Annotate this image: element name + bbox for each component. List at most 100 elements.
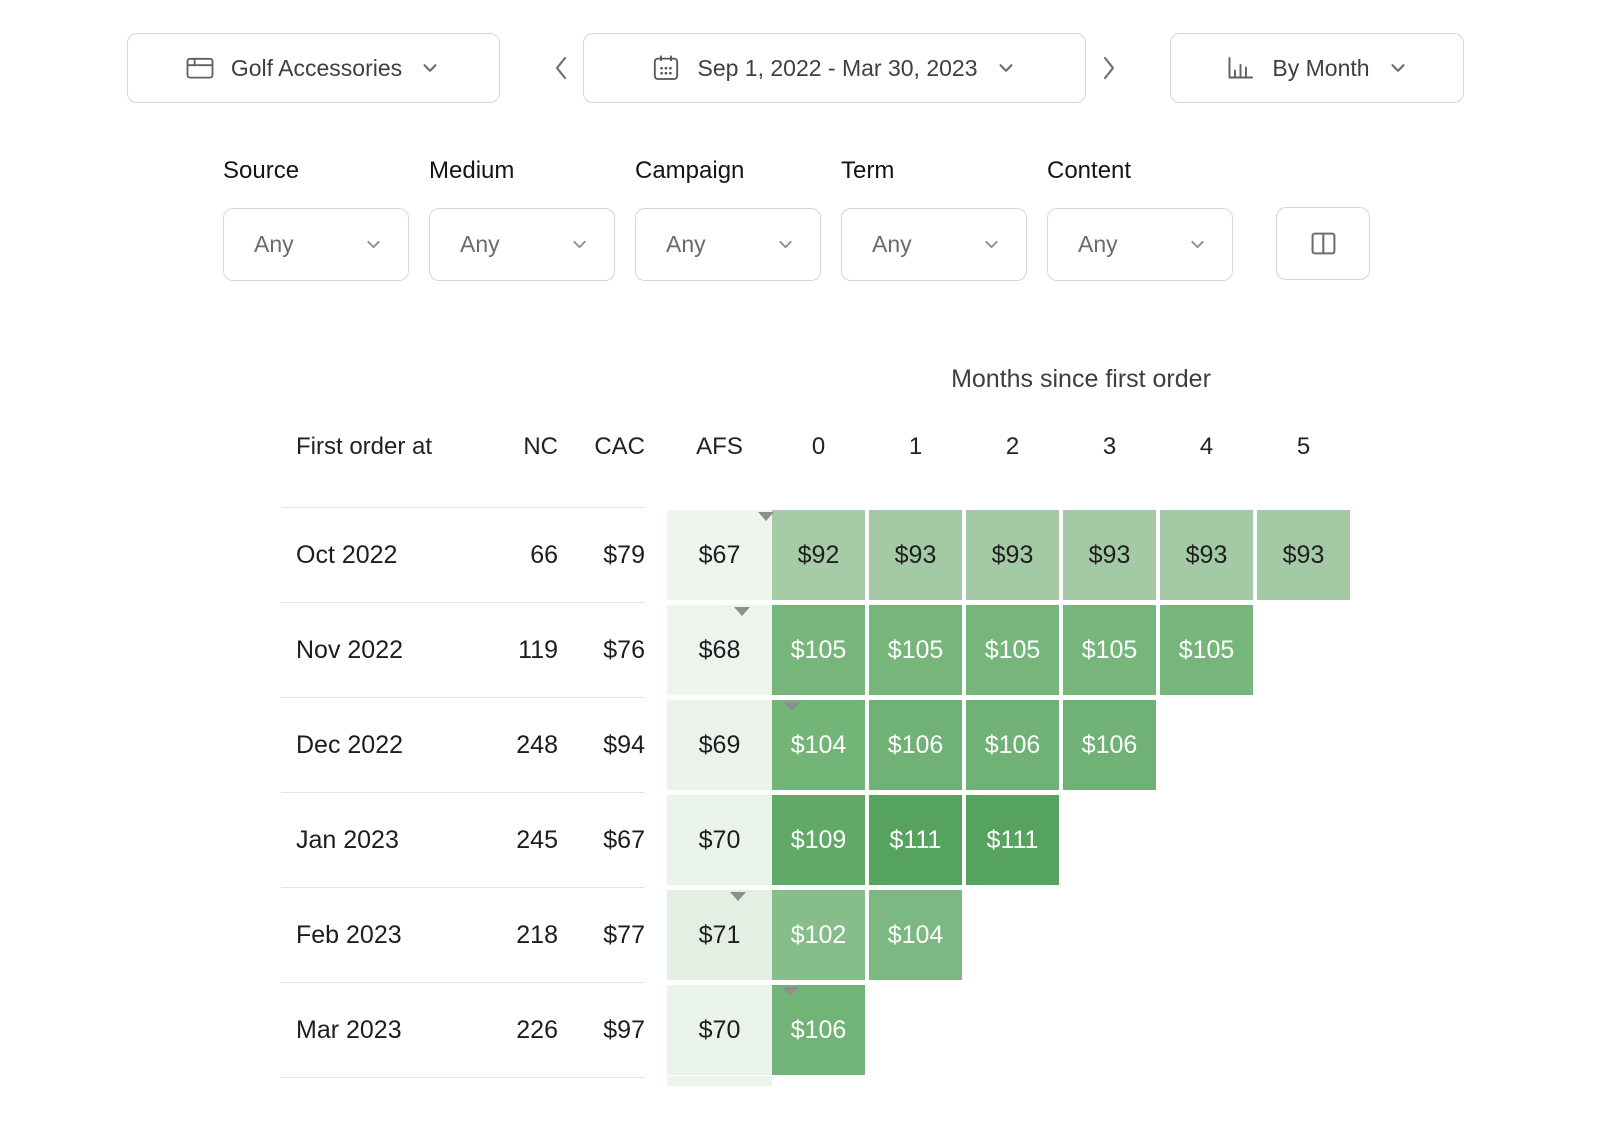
payback-marker-icon: [784, 702, 800, 711]
heat-cell: $111: [966, 795, 1059, 885]
term-filter-dropdown[interactable]: Any: [841, 208, 1027, 281]
nc-value: 66: [477, 507, 558, 602]
heat-cell-empty: [966, 887, 1063, 982]
chevron-left-icon: [555, 56, 567, 80]
heat-cell-empty: [1063, 792, 1160, 887]
filter-source: Source Any: [223, 156, 409, 281]
cac-value: $67: [558, 792, 645, 887]
heat-cell: $105: [1160, 605, 1253, 695]
cohort-row: Nov 2022 119 $76 $68 $105 $105 $105 $105 $105: [281, 602, 1354, 697]
content-filter-value: Any: [1078, 231, 1118, 257]
chevron-down-icon: [779, 240, 792, 249]
cac-value: $94: [558, 697, 645, 792]
chevron-down-icon: [423, 64, 437, 72]
heat-cell: $106: [1063, 700, 1156, 790]
granularity-label: By Month: [1272, 54, 1370, 81]
first-order-at-value: Dec 2022: [281, 697, 477, 792]
filter-label: Content: [1047, 157, 1132, 184]
heat-cell: $105: [772, 605, 865, 695]
cac-value: $79: [558, 507, 645, 602]
chevron-down-icon: [985, 240, 998, 249]
payback-marker-icon: [734, 607, 750, 616]
heat-cell: $106: [966, 700, 1059, 790]
heat-cell: $93: [869, 510, 962, 600]
cohort-rows: Oct 2022 66 $79 $67 $92 $93 $93 $93 $93 $93 Nov 20…: [281, 507, 1354, 1077]
prev-period-button[interactable]: [544, 50, 578, 86]
heat-cell-empty: [1257, 602, 1354, 697]
col-header-month-1: 1: [908, 433, 923, 460]
cac-value: $76: [558, 602, 645, 697]
calendar-icon: [654, 55, 679, 80]
content-filter-dropdown[interactable]: Any: [1047, 208, 1233, 281]
source-filter-dropdown[interactable]: Any: [223, 208, 409, 281]
heat-cell: $111: [869, 795, 962, 885]
heat-cell-empty: [869, 982, 966, 1077]
afs-cell: $68: [667, 605, 772, 695]
heat-cell-empty: [1063, 982, 1160, 1077]
filter-label: Medium: [429, 157, 515, 184]
campaign-filter-value: Any: [666, 231, 706, 257]
heat-cell-empty: [1063, 887, 1160, 982]
chevron-down-icon: [367, 240, 380, 249]
afs-cell: $70: [667, 985, 772, 1075]
cohort-row: Dec 2022 248 $94 $69 $104 $106 $106 $106: [281, 697, 1354, 792]
filter-medium: Medium Any: [429, 156, 615, 281]
afs-column-strip: [667, 1076, 772, 1086]
filter-label: Campaign: [635, 157, 745, 184]
cohort-row: Oct 2022 66 $79 $67 $92 $93 $93 $93 $93 $93: [281, 507, 1354, 602]
cohort-row: Mar 2023 226 $97 $70 $106: [281, 982, 1354, 1077]
heat-cell: $102: [772, 890, 865, 980]
heat-cell: $106: [772, 985, 865, 1075]
medium-filter-dropdown[interactable]: Any: [429, 208, 615, 281]
next-period-button[interactable]: [1092, 50, 1126, 86]
medium-filter-value: Any: [460, 231, 500, 257]
date-range-dropdown[interactable]: Sep 1, 2022 - Mar 30, 2023: [583, 33, 1086, 103]
chevron-down-icon: [1191, 240, 1204, 249]
cac-value: $77: [558, 887, 645, 982]
heat-cell: $92: [772, 510, 865, 600]
heat-cell: $105: [966, 605, 1059, 695]
first-order-at-value: Oct 2022: [281, 507, 477, 602]
chevron-right-icon: [1103, 56, 1115, 80]
payback-marker-icon: [758, 512, 774, 521]
col-header-month-5: 5: [1296, 433, 1311, 460]
cohort-row: Feb 2023 218 $77 $71 $102 $104: [281, 887, 1354, 982]
table-bottom-divider: [281, 1077, 645, 1078]
nc-value: 218: [477, 887, 558, 982]
first-order-at-value: Nov 2022: [281, 602, 477, 697]
first-order-at-value: Feb 2023: [281, 887, 477, 982]
col-header-cac: CAC: [594, 433, 645, 460]
granularity-dropdown[interactable]: By Month: [1170, 33, 1464, 103]
heat-cell-empty: [1257, 697, 1354, 792]
nc-value: 119: [477, 602, 558, 697]
payback-marker-icon: [782, 987, 798, 996]
heat-cell: $93: [1257, 510, 1350, 600]
source-filter-value: Any: [254, 231, 294, 257]
col-header-month-2: 2: [1005, 433, 1020, 460]
heat-cell: $105: [1063, 605, 1156, 695]
chevron-down-icon: [1391, 64, 1405, 72]
heat-cell: $109: [772, 795, 865, 885]
heat-cell-empty: [966, 982, 1063, 1077]
collection-label: Golf Accessories: [230, 54, 403, 81]
heat-cell: $104: [869, 890, 962, 980]
split-columns-icon: [1311, 232, 1335, 255]
heat-cell: $93: [1063, 510, 1156, 600]
heat-cell-empty: [1257, 887, 1354, 982]
cohort-row: Jan 2023 245 $67 $70 $109 $111 $111: [281, 792, 1354, 887]
filter-content: Content Any: [1047, 156, 1233, 281]
heat-cell: $93: [1160, 510, 1253, 600]
nc-value: 245: [477, 792, 558, 887]
collection-dropdown[interactable]: Golf Accessories: [127, 33, 500, 103]
heat-cell: $105: [869, 605, 962, 695]
months-since-first-order-title: Months since first order: [951, 365, 1211, 393]
heat-cell-empty: [1160, 982, 1257, 1077]
col-header-month-4: 4: [1199, 433, 1214, 460]
heat-cell-empty: [1160, 697, 1257, 792]
column-settings-button[interactable]: [1276, 207, 1370, 280]
campaign-filter-dropdown[interactable]: Any: [635, 208, 821, 281]
afs-cell: $70: [667, 795, 772, 885]
filter-campaign: Campaign Any: [635, 156, 821, 281]
col-header-month-3: 3: [1102, 433, 1117, 460]
